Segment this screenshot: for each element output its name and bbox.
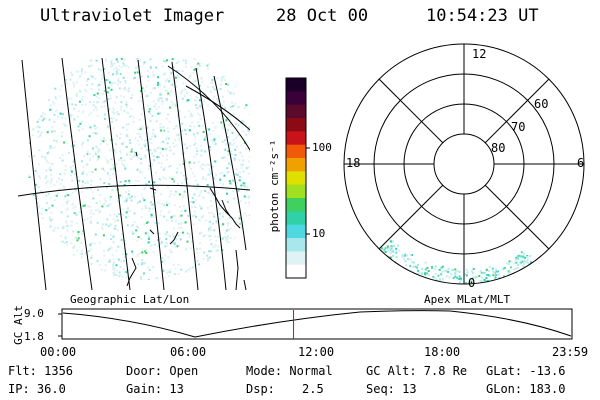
colorbar-band [286,91,306,106]
colorbar-tick-10: 10 [312,227,326,240]
y-tick-label-9: 9.0 [24,307,44,320]
polar-spoke [378,78,444,144]
dsp-value: 2.5 [302,382,324,396]
colorbar-band [286,131,306,146]
mlt-label-0: 0 [468,276,476,290]
colorbar-band [286,144,306,159]
mlat-label-70: 70 [511,120,526,134]
mode-status: Mode: Normal [246,364,333,378]
ip-value: IP: 36.0 [8,382,66,396]
colorbar-band [286,171,306,186]
x-tick-label: 06:00 [170,345,207,359]
x-tick-label: 12:00 [298,345,335,359]
time-label: 10:54:23 UT [426,6,539,26]
geographic-latitude: GLat: -13.6 [486,364,566,378]
door-status: Door: Open [126,364,199,378]
colorbar-band [286,251,306,266]
colorbar-band [286,104,306,119]
gc-altitude: GC Alt: 7.8 Re [366,364,468,378]
colorbar-band [286,264,306,279]
colorbar-band [286,238,306,252]
mlt-label-18: 18 [346,156,361,170]
polar-spoke [378,184,444,250]
instrument-title: Ultraviolet Imager [40,6,225,26]
mlt-label-6: 6 [577,156,585,170]
left-panel-caption: Geographic Lat/Lon [70,293,190,306]
sequence-number: Seq: 13 [366,382,417,396]
colorbar-band [286,118,306,132]
latitude-grid-line [18,184,250,197]
geographic-longitude: GLon: 183.0 [486,382,566,396]
polar-spoke [484,78,550,144]
polar-spoke [484,184,550,250]
right-panel-caption: Apex MLat/MLT [424,293,511,306]
x-tick-label: 18:00 [424,345,461,359]
x-tick-label: 23:59 [552,345,589,359]
longitude-grid-lines [21,58,250,290]
date-label: 28 Oct 00 [276,6,369,26]
colorbar-band [286,211,306,226]
uv-emission-speckles [28,58,250,280]
gc-altitude-curve [62,310,572,338]
y-tick-label-1-8: 1.8 [24,330,44,343]
coastline-outlines [126,151,247,290]
mlat-label-60: 60 [534,97,549,111]
gain-value: Gain: 13 [126,382,184,396]
colorbar-band [286,198,306,212]
colorbar-frame [285,77,307,279]
colorbar-band [286,224,306,239]
colorbar-band [286,78,306,92]
mlt-label-12: 12 [472,47,487,61]
dsp-label: Dsp: [246,382,275,396]
x-tick-label: 00:00 [40,345,77,359]
flight-number: Flt: 1356 [8,364,74,378]
mlat-label-80: 80 [491,141,506,155]
colorbar-band [286,158,306,172]
colorbar-tick-100: 100 [312,141,332,154]
timeline-frame [61,308,573,340]
colorbar-band [286,184,306,199]
